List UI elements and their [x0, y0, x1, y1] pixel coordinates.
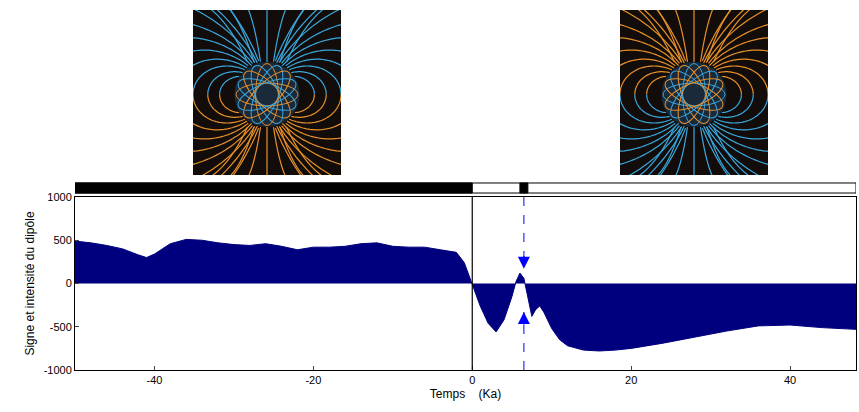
svg-text:0: 0	[469, 374, 475, 386]
svg-text:0: 0	[66, 277, 72, 289]
svg-text:-500: -500	[50, 321, 72, 333]
svg-text:Temps (Ka): Temps (Ka)	[430, 387, 501, 401]
svg-text:500: 500	[53, 234, 71, 246]
svg-text:-1000: -1000	[44, 364, 72, 376]
svg-text:20: 20	[625, 374, 637, 386]
svg-text:Signe et intensité du dipôle: Signe et intensité du dipôle	[23, 211, 37, 355]
svg-text:40: 40	[784, 374, 796, 386]
svg-text:-40: -40	[146, 374, 162, 386]
svg-text:1000: 1000	[47, 191, 71, 203]
svg-text:-20: -20	[305, 374, 321, 386]
